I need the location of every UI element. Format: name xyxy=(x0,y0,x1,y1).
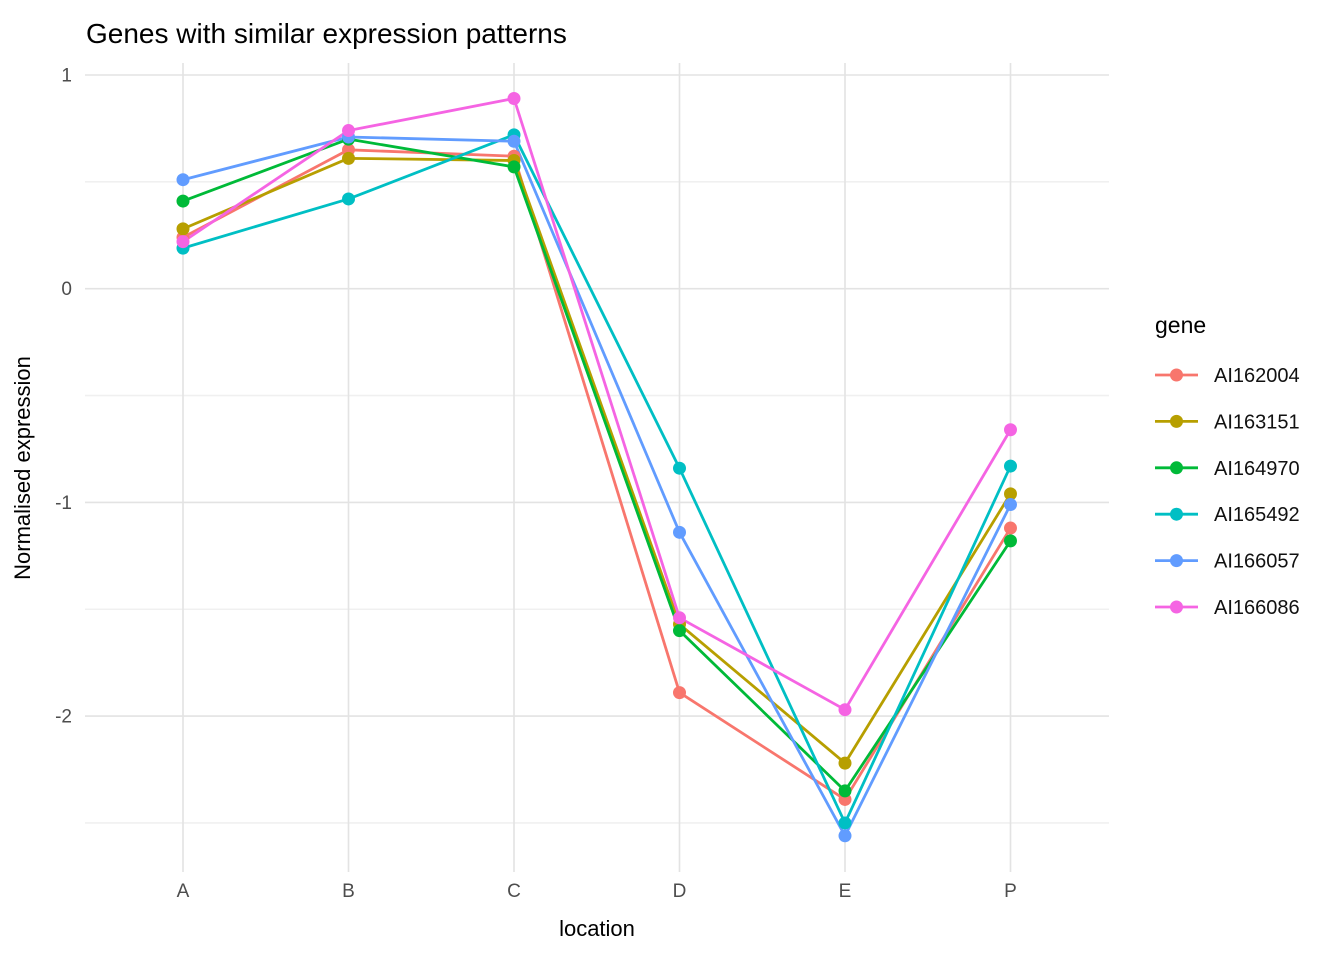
data-point-AI165492-E xyxy=(838,816,852,830)
data-point-AI163151-A xyxy=(176,222,190,236)
y-tick-label: -1 xyxy=(55,493,72,514)
data-point-AI166057-A xyxy=(176,173,190,187)
legend-key-point xyxy=(1170,600,1183,614)
data-point-AI163151-P xyxy=(1004,487,1017,501)
data-point-AI164970-P xyxy=(1004,534,1017,548)
legend-entry-label: AI166057 xyxy=(1214,551,1300,573)
legend-entry: AI165492 xyxy=(1155,504,1300,526)
x-axis-title: location xyxy=(559,916,635,941)
chart-title: Genes with similar expression patterns xyxy=(86,18,567,49)
data-point-AI162004-D xyxy=(673,686,686,700)
x-tick-label: A xyxy=(177,881,190,902)
legend-entry-label: AI162004 xyxy=(1214,365,1300,387)
legend-key-point xyxy=(1170,507,1183,521)
data-point-AI166086-A xyxy=(176,235,190,249)
x-tick-label: B xyxy=(342,881,355,902)
data-point-AI166057-E xyxy=(838,829,852,843)
data-point-AI164970-D xyxy=(673,624,686,638)
legend-key-point xyxy=(1170,554,1183,568)
legend-entry: AI163151 xyxy=(1155,411,1300,433)
data-point-AI166057-P xyxy=(1004,498,1017,512)
data-point-AI166086-C xyxy=(507,92,521,106)
data-point-AI164970-E xyxy=(838,784,852,798)
series-line-AI165492 xyxy=(181,133,1012,825)
series-points xyxy=(176,92,1017,843)
legend-entry-label: AI166086 xyxy=(1214,597,1300,619)
legend-entry-label: AI164970 xyxy=(1214,458,1300,480)
data-point-AI164970-A xyxy=(176,194,190,208)
legend-key-point xyxy=(1170,414,1183,428)
data-point-AI166086-P xyxy=(1004,423,1017,437)
legend: gene AI162004 AI163151 AI164970 AI165492 AI1… xyxy=(1155,312,1300,619)
gridlines-major xyxy=(85,63,1109,872)
x-tick-label: E xyxy=(839,881,852,902)
data-point-AI162004-P xyxy=(1004,521,1017,535)
x-tick-label: C xyxy=(507,881,521,902)
legend-key-point xyxy=(1170,461,1183,475)
y-tick-label: 1 xyxy=(61,66,72,87)
data-point-AI165492-B xyxy=(342,192,355,206)
gridlines-minor xyxy=(85,181,1109,824)
data-point-AI166086-E xyxy=(838,703,852,717)
data-point-AI163151-E xyxy=(838,756,852,770)
y-tick-label: 0 xyxy=(61,279,72,300)
legend-entry: AI166057 xyxy=(1155,551,1300,573)
series-lines xyxy=(181,97,1012,838)
legend-entry-label: AI163151 xyxy=(1214,411,1300,433)
y-axis-tick-labels: 1 0 -1 -2 xyxy=(55,66,72,728)
legend-title: gene xyxy=(1155,312,1206,338)
data-point-AI164970-C xyxy=(507,160,521,174)
legend-entry-label: AI165492 xyxy=(1214,504,1300,526)
data-point-AI166086-D xyxy=(673,611,686,625)
data-point-AI166057-D xyxy=(673,525,686,539)
x-tick-label: P xyxy=(1004,881,1017,902)
y-axis-title: Normalised expression xyxy=(10,356,35,580)
series-line-AI162004 xyxy=(181,148,1012,801)
data-point-AI165492-D xyxy=(673,461,686,475)
legend-entry: AI164970 xyxy=(1155,458,1300,480)
series-line-AI166086 xyxy=(181,97,1012,712)
series-line-AI166057 xyxy=(181,135,1012,838)
legend-entry: AI162004 xyxy=(1155,365,1300,387)
series-line-AI163151 xyxy=(181,156,1012,765)
legend-entry: AI166086 xyxy=(1155,597,1300,619)
y-tick-label: -2 xyxy=(55,707,72,728)
x-tick-label: D xyxy=(673,881,687,902)
data-point-AI166057-C xyxy=(507,134,521,148)
data-point-AI163151-B xyxy=(342,151,355,165)
data-point-AI165492-P xyxy=(1004,459,1017,473)
legend-key-point xyxy=(1170,368,1183,382)
data-point-AI166086-B xyxy=(342,124,355,138)
